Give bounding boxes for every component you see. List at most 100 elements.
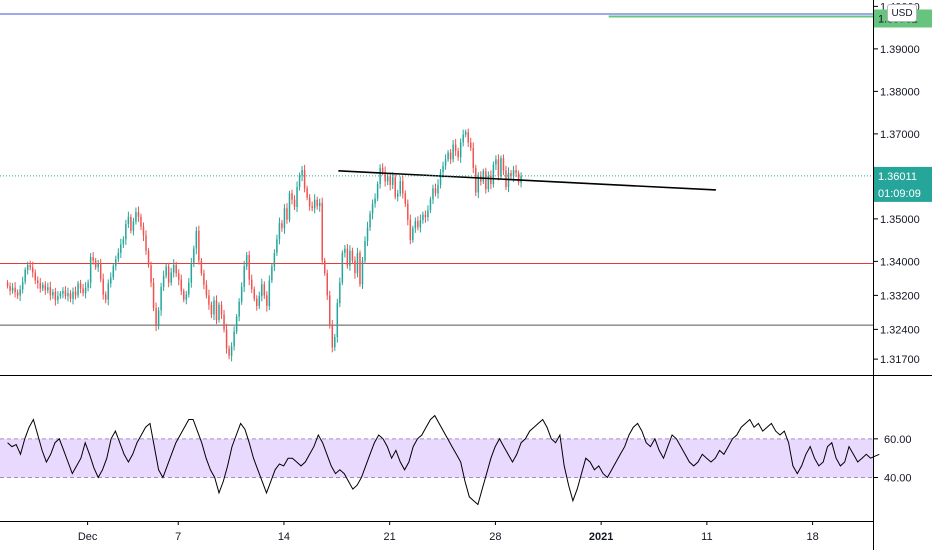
candle-body [313,199,316,209]
candle-body [386,176,389,182]
candle-body [253,289,255,299]
candle-body [369,213,371,228]
candle-body [326,273,328,296]
candle-body [341,252,344,283]
candle-body [286,208,288,220]
candle-body [120,244,122,253]
candle-body [409,219,412,241]
candle-body [198,230,200,261]
candle-body [190,263,193,283]
candle-body [34,272,36,281]
candle-body [349,250,351,266]
candle-body [263,284,266,296]
candle-body [110,277,112,284]
rsi-tick-label: 60.00 [884,434,912,446]
candle-body [112,266,115,278]
last-price-badge: 1.36011 [878,171,917,183]
candle-body [31,267,34,273]
candle-body [238,301,240,317]
candle-body [376,184,379,199]
candle-body [454,144,457,151]
candle-body [331,325,334,348]
candle-body [394,177,396,197]
candle-body [339,282,341,304]
candle-body [346,248,349,266]
candle-body [258,296,261,306]
rsi-polyline [7,414,880,506]
last-price-badge-background [874,166,932,185]
candle-body [321,202,323,261]
candle-body [495,159,497,165]
candlesticks [6,128,522,362]
candle-body [311,206,313,209]
currency-button[interactable]: USD [887,4,917,22]
candle-body [293,199,296,207]
candle-body [130,216,132,231]
date-tick-label: 14 [278,531,290,543]
candle-body [437,184,439,194]
candle-body [195,230,198,249]
candle-body [457,150,459,158]
candle-body [59,293,62,297]
candle-body [512,170,515,177]
date-tick-label: 21 [384,531,396,543]
trendline[interactable] [338,170,716,191]
date-axis[interactable]: Dec 7 14 21 28 2021 11 18 [78,521,819,543]
price-tick-label: 1.35000 [880,214,920,226]
candle-body [107,283,109,300]
candle-body [44,284,47,291]
horizontal-levels[interactable] [0,13,873,326]
candle-body [175,264,177,274]
candle-body [248,255,250,280]
rsi-axis[interactable]: 60.00 40.00 [873,434,912,485]
price-tick-label: 1.32400 [880,324,920,336]
candle-body [429,199,432,211]
candle-body [271,266,273,281]
candle-body [185,294,188,300]
candle-body [500,158,502,177]
candle-body [517,172,520,183]
candle-body [316,199,318,207]
candle-body [432,188,434,200]
candle-body [21,281,24,290]
candle-body [477,176,480,193]
candle-body [208,295,210,305]
rsi-band [0,438,873,478]
candle-body [228,348,230,356]
candle-body [447,152,449,160]
candle-body [480,176,482,182]
candle-body [243,266,245,287]
price-tick-label: 1.37000 [880,129,920,141]
candle-body [230,346,233,356]
date-tick-label: Dec [78,531,98,543]
candle-body [150,265,152,283]
trendline-segment[interactable] [338,170,716,191]
candle-body [329,295,331,326]
candle-body [492,164,495,185]
candle-body [371,203,374,214]
candle-body [99,263,102,280]
candle-body [356,252,359,274]
price-axis[interactable]: 1.400001.390001.380001.370001.360001.350… [873,1,920,366]
price-tick-label: 1.39000 [880,44,920,56]
candle-body [510,172,512,177]
candle-body [67,293,69,297]
candle-body [475,167,477,193]
candle-body [87,282,89,288]
candle-body [351,250,354,261]
candle-body [434,188,437,194]
candle-body [140,216,142,227]
candle-body [183,291,185,300]
candle-body [14,287,16,293]
candle-body [399,181,402,194]
candle-body [283,208,286,229]
candle-body [225,329,228,349]
candle-body [424,214,427,218]
candle-body [9,286,11,291]
candle-body [288,193,291,220]
candle-body [303,170,306,189]
candle-body [177,273,180,280]
candle-body [47,287,49,291]
candle-body [396,193,399,197]
